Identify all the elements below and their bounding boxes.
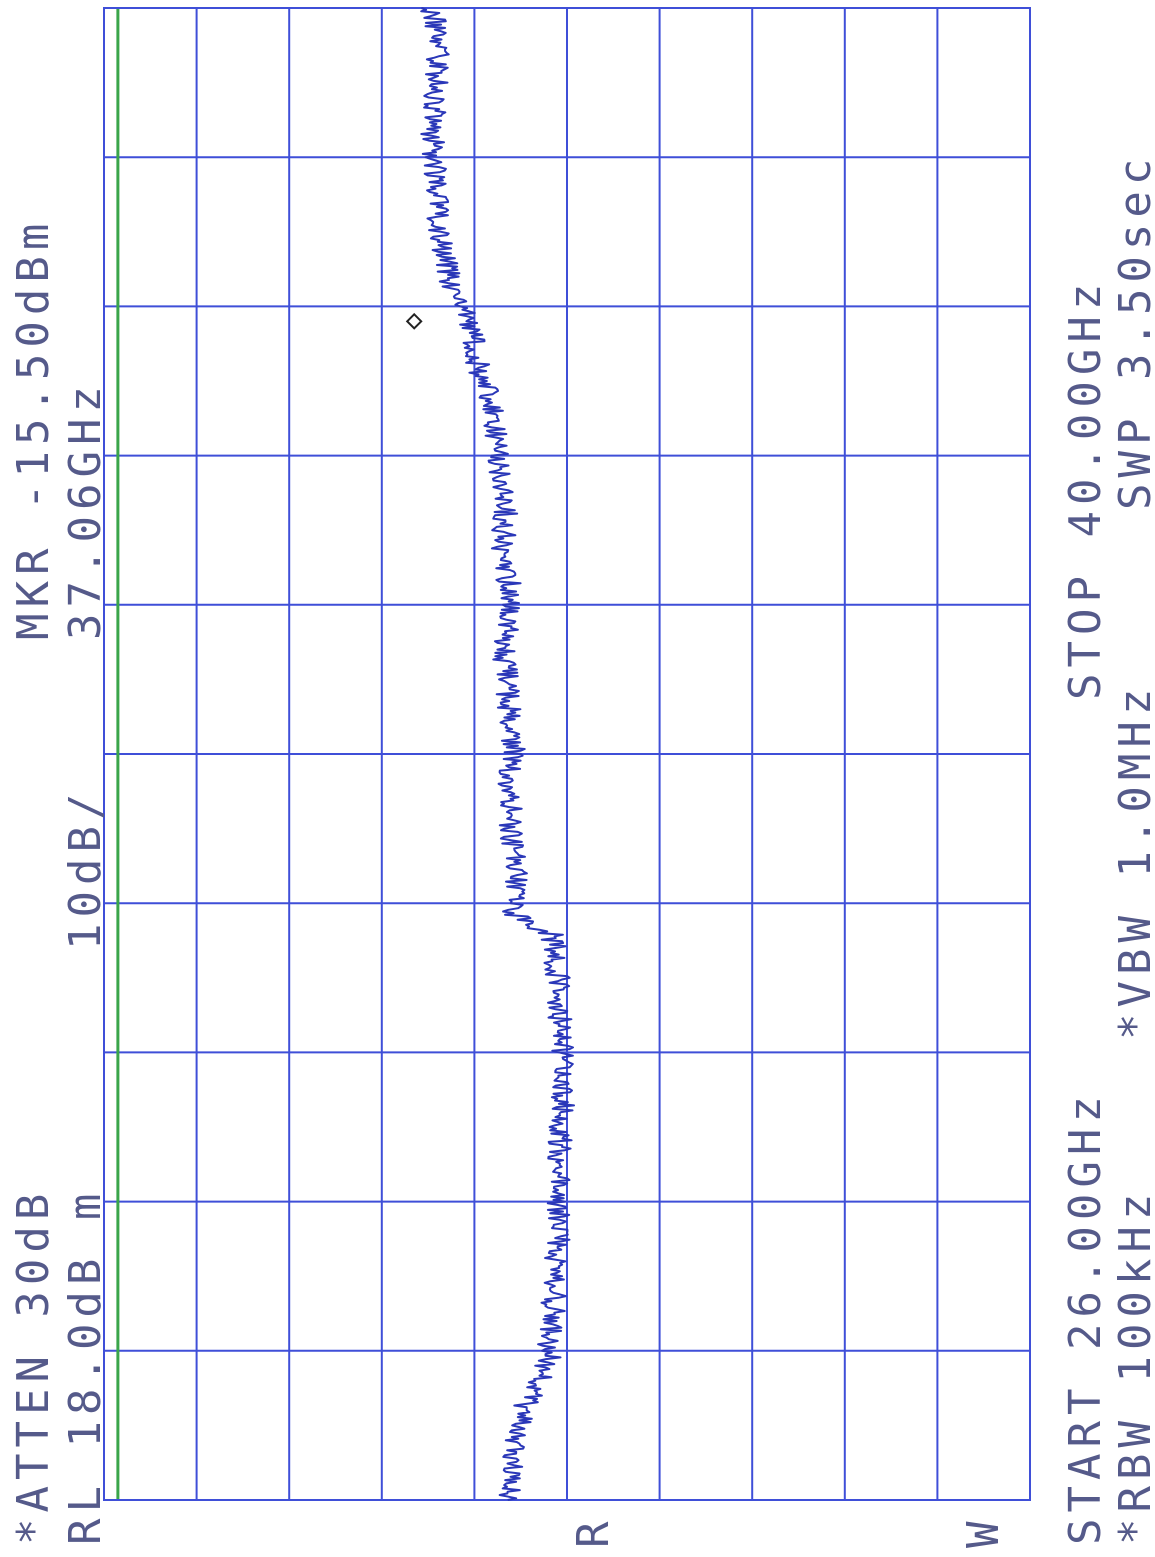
scale-label: 10dB/ [60,788,111,950]
marker-frequency-label: 37.06GHz [60,380,111,640]
atten-label: *ATTEN 30dB [8,1188,59,1545]
marker-amplitude-label: MKR -15.50dBm [8,218,59,640]
ref-level-label: RL 18.0dB m [60,1188,111,1545]
trace-b-mode-label: W [958,1516,1009,1549]
start-frequency-label: START 26.00GHz [1060,1090,1111,1545]
graticule [104,8,1030,1500]
vbw-label: *VBW 1.0MHz [1110,683,1155,1040]
spectrum-trace [420,7,575,1501]
plot-frame [103,7,1031,1501]
marker-diamond [405,312,423,330]
rbw-label: *RBW 100kHz [1110,1188,1155,1545]
sweep-time-label: SWP 3.50sec [1110,153,1155,510]
stop-frequency-label: STOP 40.00GHz [1060,278,1111,700]
trace-a-mode-label: R [568,1516,619,1549]
marker [405,312,423,330]
